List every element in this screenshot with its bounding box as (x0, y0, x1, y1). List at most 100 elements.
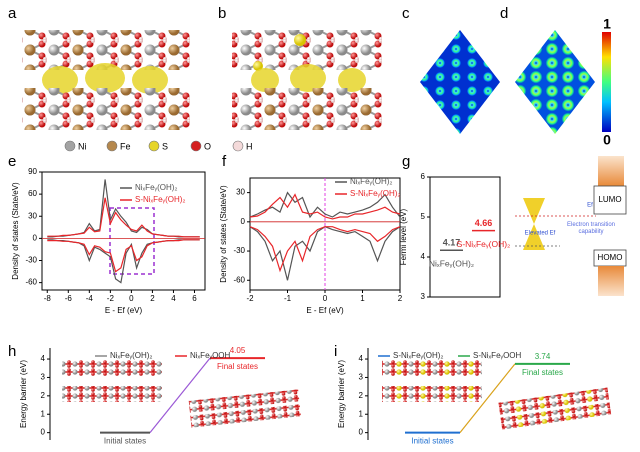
legend-label: S-NiₓFeᵧ(OH)₂ (393, 351, 444, 360)
lumo-band (598, 156, 624, 186)
x-tick-label: -1 (284, 294, 292, 303)
category-label: Initial states (411, 437, 453, 446)
panel-label: c (402, 5, 410, 22)
panel-label: a (8, 5, 17, 22)
value-label: 4.17 (443, 238, 461, 248)
y-axis-label: Energy barrier (eV) (337, 360, 346, 428)
category-label: Final states (217, 362, 258, 371)
y-tick-label: -30 (25, 256, 37, 265)
legend-label: S-NiₓFeᵧ(OH)₂ (350, 189, 401, 198)
value-label: 4.05 (230, 346, 246, 355)
y-tick-label: 5 (421, 212, 426, 221)
annotation: Electron transition capability (566, 222, 616, 235)
x-tick-label: 0 (129, 294, 134, 303)
legend-label: NiₓFeᵧOOH (190, 351, 231, 360)
y-tick-label: 0 (241, 217, 246, 226)
lumo-box (593, 185, 627, 215)
atom-swatch (106, 140, 118, 152)
atom-label: Ni (78, 141, 87, 151)
y-tick-label: 4 (421, 252, 426, 261)
charge-map-d (515, 30, 595, 134)
highlight-box (109, 207, 155, 275)
colorbar (602, 32, 611, 132)
structure-a (22, 30, 190, 130)
y-tick-label: 60 (28, 189, 37, 198)
atom-label: Fe (120, 141, 131, 151)
y-tick-label: -60 (25, 278, 37, 287)
panel-label: f (222, 153, 227, 170)
structure-h (62, 360, 301, 428)
y-tick-label: 90 (28, 167, 37, 176)
panel-label: g (402, 153, 410, 170)
x-axis-label: E - Ef (eV) (306, 306, 344, 315)
x-tick-label: -2 (246, 294, 254, 303)
panel-label: b (218, 5, 226, 22)
annotation: LUMO (598, 195, 621, 204)
x-tick-label: 1 (360, 294, 365, 303)
panel-label: h (8, 343, 16, 360)
dos-line (47, 239, 200, 273)
atom-label: O (204, 141, 211, 151)
panel-label: d (500, 5, 508, 22)
value-label: 3.74 (535, 352, 551, 361)
atom-swatch (64, 140, 76, 152)
colorbar-tick-label: 0 (603, 132, 611, 148)
cone (523, 198, 545, 250)
y-tick-label: 4 (359, 354, 364, 363)
dos-line (249, 191, 401, 219)
atom-swatch (190, 140, 202, 152)
y-axis-label: Density of states (State/eV) (11, 182, 20, 280)
atom-swatch (148, 140, 160, 152)
legend-label: NiₓFeᵧ(OH)₂ (135, 183, 178, 192)
transition-line (149, 357, 211, 434)
plot-frame (41, 171, 206, 291)
colorbar-tick-label: 1 (603, 16, 611, 32)
dos-line (47, 239, 200, 284)
legend-label: NiₓFeᵧ(OH)₂ (350, 177, 393, 186)
category-label: S-NiₓFeᵧ(OH)₂ (457, 239, 511, 249)
annotation: Ef (587, 203, 593, 209)
x-tick-label: 6 (192, 294, 197, 303)
transition-line (459, 363, 516, 434)
atom-label: S (162, 141, 168, 151)
dos-line (47, 197, 200, 238)
dos-line (249, 193, 401, 220)
annotation: HOMO (598, 253, 623, 262)
y-tick-label: 30 (28, 211, 37, 220)
y-axis-label: Density of states (State/eV) (219, 185, 228, 283)
y-tick-label: 6 (421, 172, 426, 181)
legend-label: S-NiₓFeᵧ(OH)₂ (135, 195, 186, 204)
y-tick-label: 2 (359, 391, 364, 400)
x-axis-label: E - Ef (eV) (105, 306, 143, 315)
x-tick-label: 2 (150, 294, 155, 303)
y-tick-label: 30 (236, 188, 245, 197)
y-tick-label: 3 (421, 292, 426, 301)
charge-map-c (420, 30, 500, 134)
y-tick-label: 1 (359, 409, 364, 418)
x-tick-label: 0 (323, 294, 328, 303)
y-tick-label: 3 (41, 373, 46, 382)
y-axis-label: Fermi level (eV) (399, 208, 408, 265)
structure-i (382, 360, 612, 430)
category-label: Final states (522, 368, 563, 377)
y-tick-label: 1 (41, 409, 46, 418)
panel-label: i (334, 343, 337, 360)
structure-b (232, 30, 382, 130)
x-tick-label: 2 (398, 294, 403, 303)
x-tick-label: -6 (65, 294, 73, 303)
x-tick-label: 4 (171, 294, 176, 303)
value-label: 4.66 (475, 218, 493, 228)
legend-label: S-NiₓFeᵧOOH (473, 351, 522, 360)
y-tick-label: 4 (41, 354, 46, 363)
x-tick-label: -8 (44, 294, 52, 303)
dos-line (249, 226, 401, 273)
annotation: Elevated Ef (525, 231, 556, 237)
panel-label: e (8, 153, 16, 170)
y-axis-label: Energy barrier (eV) (19, 360, 28, 428)
y-tick-label: -60 (233, 275, 245, 284)
atom-label: H (246, 141, 253, 151)
legend-label: NiₓFeᵧ(OH)₂ (110, 351, 153, 360)
category-label: NiₓFeᵧ(OH)₂ (429, 258, 474, 268)
y-tick-label: 2 (41, 391, 46, 400)
